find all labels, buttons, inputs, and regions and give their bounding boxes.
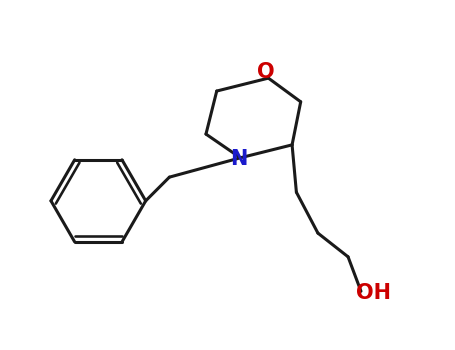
Text: N: N (230, 149, 248, 169)
Text: OH: OH (356, 284, 391, 303)
Text: O: O (258, 62, 275, 82)
